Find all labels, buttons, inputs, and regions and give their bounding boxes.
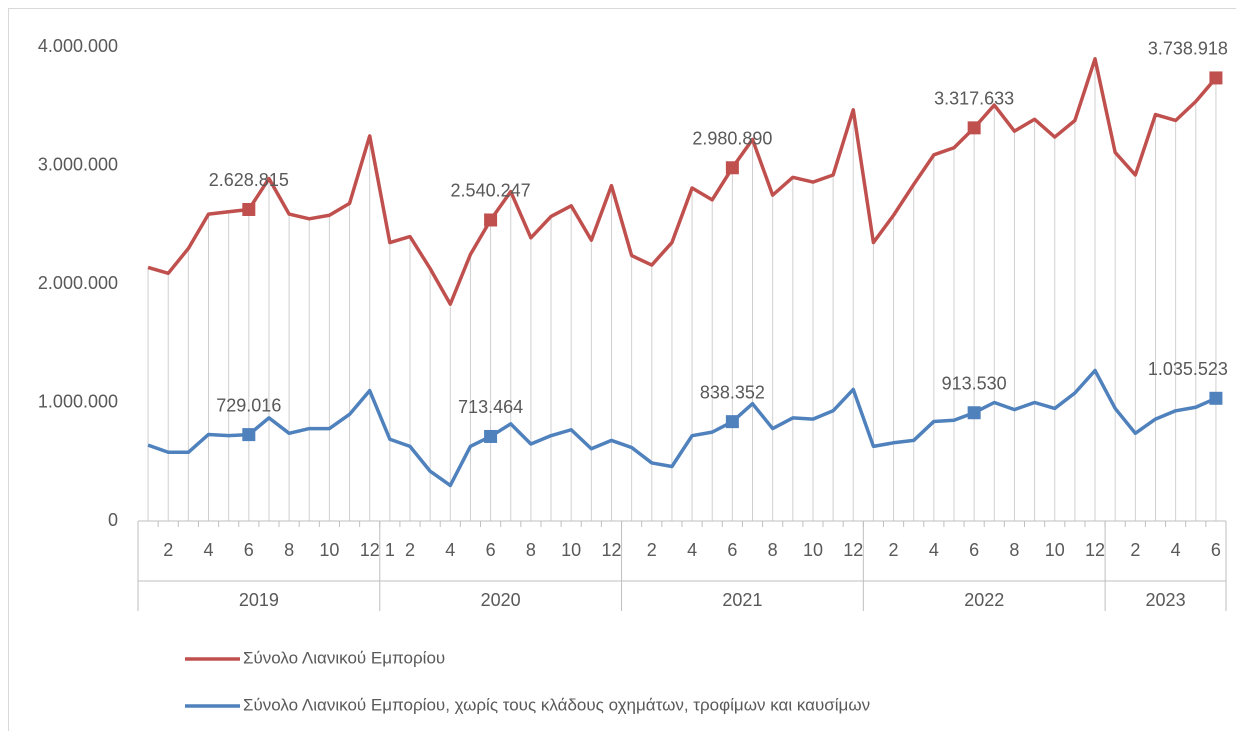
group-label: 2022	[964, 590, 1004, 610]
group-label: 2023	[1146, 590, 1186, 610]
data-label: 838.352	[700, 382, 765, 402]
x-tick-label: 12	[843, 540, 863, 560]
data-label: 713.464	[458, 397, 523, 417]
data-label: 2.628.815	[209, 170, 289, 190]
x-tick-label: 4	[929, 540, 939, 560]
data-marker	[967, 406, 981, 420]
data-marker	[242, 202, 256, 216]
data-marker	[484, 213, 498, 227]
x-tick-label: 4	[445, 540, 455, 560]
group-label: 2019	[239, 590, 279, 610]
y-tick-label: 4.000.000	[38, 36, 118, 56]
data-label: 1.035.523	[1148, 359, 1228, 379]
data-label: 913.530	[942, 373, 1007, 393]
data-label: 2.540.247	[451, 181, 531, 201]
x-tick-label: 1	[385, 540, 395, 560]
x-tick-label: 10	[561, 540, 581, 560]
x-tick-label: 6	[244, 540, 254, 560]
data-marker	[1209, 391, 1223, 405]
x-tick-label: 10	[319, 540, 339, 560]
legend-label: Σύνολο Λιανικού Εμπορίου	[243, 648, 445, 667]
x-tick-label: 10	[803, 540, 823, 560]
data-label: 3.738.918	[1148, 39, 1228, 59]
data-marker	[725, 415, 739, 429]
x-tick-label: 8	[526, 540, 536, 560]
y-tick-label: 1.000.000	[38, 391, 118, 411]
y-tick-label: 3.000.000	[38, 154, 118, 174]
y-tick-label: 0	[108, 510, 118, 530]
x-tick-label: 2	[1130, 540, 1140, 560]
x-tick-label: 6	[969, 540, 979, 560]
x-tick-label: 8	[284, 540, 294, 560]
data-marker	[242, 428, 256, 442]
data-label: 729.016	[216, 395, 281, 415]
x-tick-label: 4	[204, 540, 214, 560]
x-tick-label: 2	[163, 540, 173, 560]
x-tick-label: 12	[601, 540, 621, 560]
x-tick-label: 6	[1211, 540, 1221, 560]
x-tick-label: 12	[1085, 540, 1105, 560]
x-tick-label: 8	[1009, 540, 1019, 560]
data-marker	[1209, 71, 1223, 85]
data-label: 3.317.633	[934, 89, 1014, 109]
series-line	[147, 57, 1218, 306]
x-tick-label: 2	[647, 540, 657, 560]
x-tick-label: 2	[405, 540, 415, 560]
y-tick-label: 2.000.000	[38, 273, 118, 293]
x-tick-label: 4	[1171, 540, 1181, 560]
data-marker	[967, 121, 981, 135]
x-tick-label: 4	[687, 540, 697, 560]
x-tick-label: 6	[486, 540, 496, 560]
chart-border	[8, 8, 1236, 731]
group-label: 2020	[481, 590, 521, 610]
x-tick-label: 12	[360, 540, 380, 560]
series-line	[147, 368, 1217, 488]
group-label: 2021	[722, 590, 762, 610]
x-tick-label: 2	[889, 540, 899, 560]
data-marker	[725, 161, 739, 175]
data-label: 2.980.890	[692, 129, 772, 149]
x-tick-label: 8	[768, 540, 778, 560]
x-tick-label: 10	[1045, 540, 1065, 560]
legend-label: Σύνολο Λιανικού Εμπορίου, χωρίς τους κλά…	[243, 695, 870, 714]
data-marker	[484, 429, 498, 443]
x-tick-label: 6	[727, 540, 737, 560]
